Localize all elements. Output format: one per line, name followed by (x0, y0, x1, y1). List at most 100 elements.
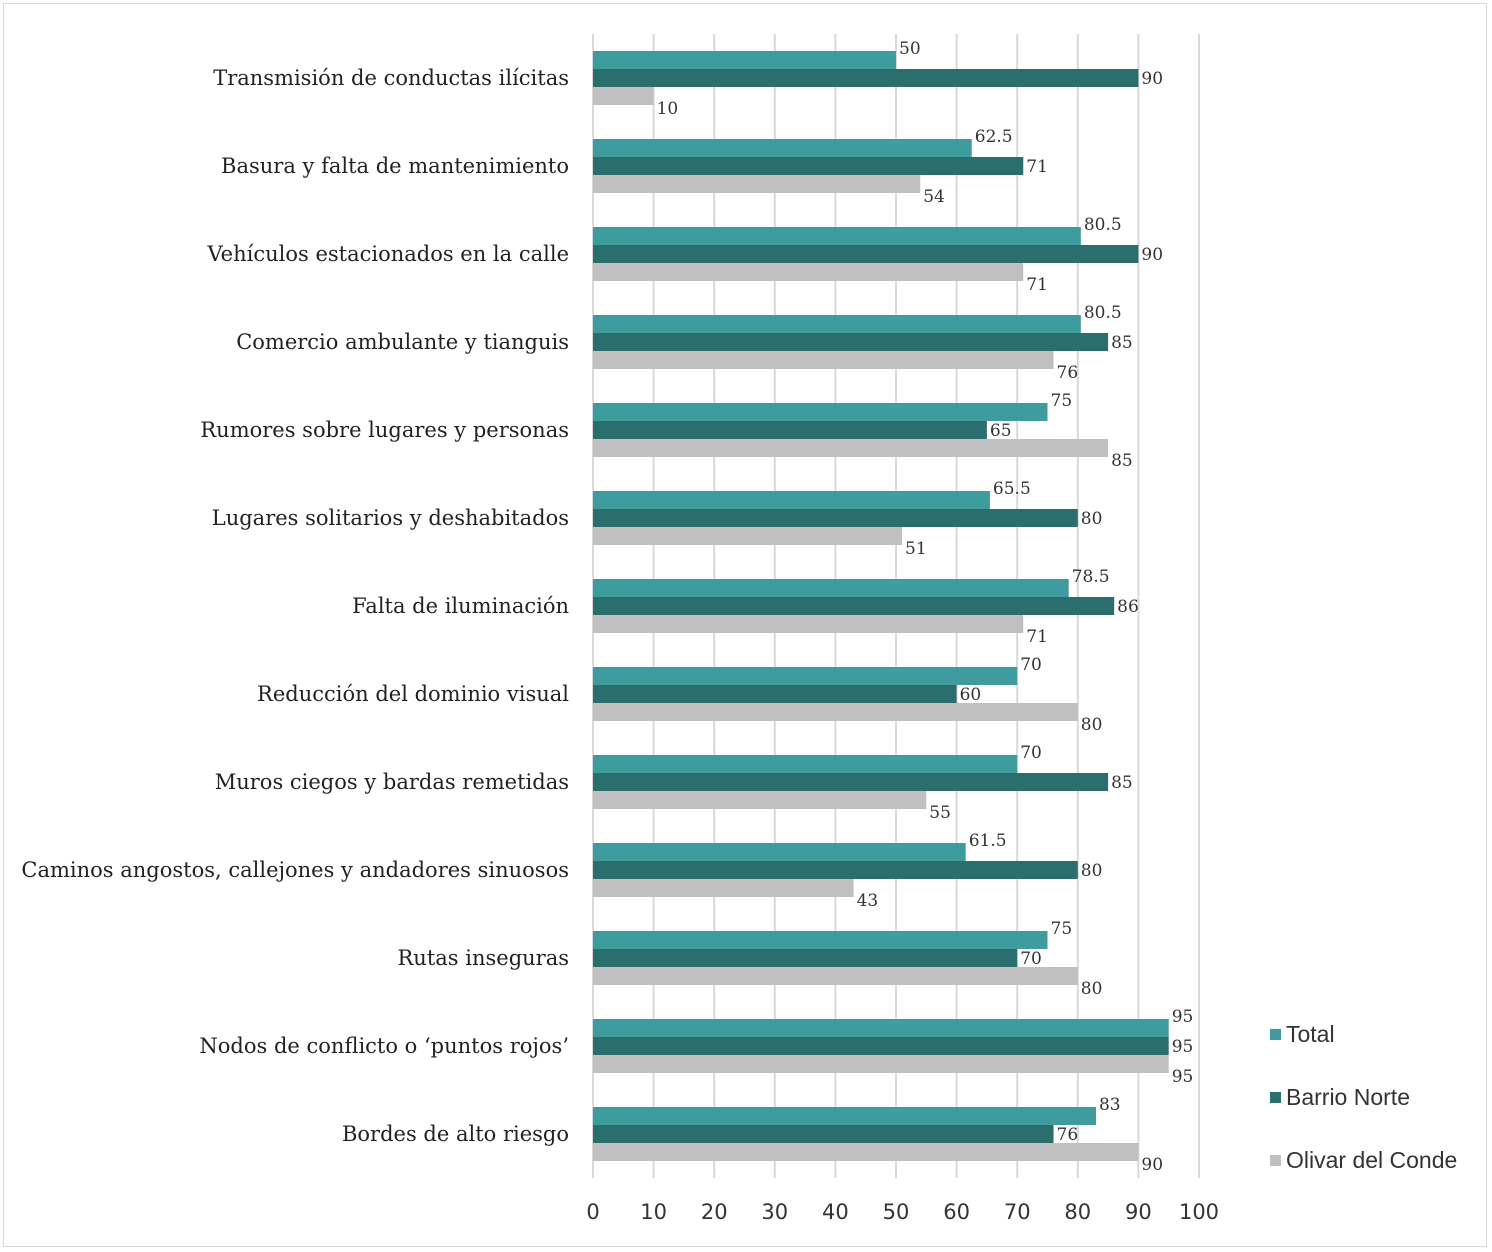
data-label: 80.5 (1084, 303, 1122, 323)
bar-barrio-norte (593, 1125, 1054, 1143)
data-label: 90 (1141, 245, 1163, 265)
data-label: 85 (1111, 773, 1133, 793)
data-label: 70 (1020, 655, 1042, 675)
data-label: 10 (657, 99, 679, 119)
bar-barrio-norte (593, 949, 1018, 967)
x-tick-label: 90 (1125, 1200, 1152, 1224)
x-tick-labels: 0 10 20 30 40 50 60 70 80 90 100 (586, 1200, 1219, 1224)
x-tick-label: 100 (1179, 1200, 1219, 1224)
legend: Total Barrio Norte Olivar del Conde (1270, 1021, 1457, 1173)
bar-olivar-del-conde (593, 615, 1024, 633)
data-label: 62.5 (975, 127, 1013, 147)
bar-olivar-del-conde (593, 1143, 1139, 1161)
category-label: Lugares solitarios y deshabitados (212, 506, 569, 530)
data-label: 78.5 (1072, 567, 1110, 587)
data-label: 54 (923, 187, 945, 207)
x-tick-label: 20 (701, 1200, 728, 1224)
data-label: 80 (1081, 861, 1103, 881)
data-label: 75 (1051, 391, 1073, 411)
bar-olivar-del-conde (593, 527, 903, 545)
bar-total (593, 579, 1069, 597)
bar-total (593, 139, 972, 157)
data-label: 60 (960, 685, 982, 705)
category-label: Basura y falta de mantenimiento (221, 154, 569, 178)
legend-swatch (1270, 1029, 1281, 1040)
data-label: 65.5 (993, 479, 1031, 499)
bar-olivar-del-conde (593, 87, 654, 105)
category-labels: Transmisión de conductas ilícitas Basura … (21, 66, 569, 1146)
bar-olivar-del-conde (593, 967, 1078, 985)
data-label: 76 (1057, 363, 1079, 383)
bar-barrio-norte (593, 157, 1024, 175)
data-label: 86 (1117, 597, 1139, 617)
data-label: 85 (1111, 333, 1133, 353)
data-label: 70 (1020, 743, 1042, 763)
data-label: 55 (929, 803, 951, 823)
bar-olivar-del-conde (593, 1055, 1169, 1073)
chart-frame (3, 3, 1487, 1247)
category-label: Reducción del dominio visual (257, 682, 569, 706)
bar-total (593, 843, 966, 861)
bar-total (593, 51, 896, 69)
bar-total (593, 315, 1081, 333)
x-tick-label: 40 (822, 1200, 849, 1224)
bar-olivar-del-conde (593, 439, 1109, 457)
x-tick-label: 60 (943, 1200, 970, 1224)
x-tick-label: 0 (586, 1200, 599, 1224)
bar-olivar-del-conde (593, 351, 1054, 369)
data-label: 80.5 (1084, 215, 1122, 235)
category-label: Bordes de alto riesgo (342, 1122, 569, 1146)
legend-swatch (1270, 1092, 1281, 1103)
data-label: 76 (1057, 1125, 1079, 1145)
bar-barrio-norte (593, 333, 1109, 351)
category-label: Vehículos estacionados en la calle (206, 242, 569, 266)
data-label: 80 (1081, 979, 1103, 999)
legend-label: Olivar del Conde (1286, 1147, 1457, 1173)
category-label: Caminos angostos, callejones y andadores… (21, 858, 569, 882)
x-tick-label: 80 (1064, 1200, 1091, 1224)
bar-total (593, 1107, 1096, 1125)
data-label: 71 (1026, 157, 1048, 177)
data-label: 43 (857, 891, 879, 911)
bar-total (593, 1019, 1169, 1037)
data-label: 71 (1026, 275, 1048, 295)
bar-olivar-del-conde (593, 791, 927, 809)
bar-total (593, 667, 1018, 685)
bar-barrio-norte (593, 509, 1078, 527)
data-label: 51 (905, 539, 927, 559)
bar-olivar-del-conde (593, 703, 1078, 721)
category-label: Rumores sobre lugares y personas (200, 418, 569, 442)
category-label: Muros ciegos y bardas remetidas (215, 770, 569, 794)
legend-swatch (1270, 1155, 1281, 1166)
x-tick-label: 50 (883, 1200, 910, 1224)
x-tick-label: 70 (1004, 1200, 1031, 1224)
category-label: Nodos de conflicto o ‘puntos rojos’ (199, 1034, 569, 1058)
bar-barrio-norte (593, 1037, 1169, 1055)
x-tick-label: 10 (640, 1200, 667, 1224)
bar-olivar-del-conde (593, 879, 854, 897)
bar-total (593, 227, 1081, 245)
data-label: 83 (1099, 1095, 1121, 1115)
legend-label: Barrio Norte (1286, 1084, 1410, 1110)
bars: 50 90 10 62.5 71 54 80.5 90 71 80.5 85 76 75 65 85 65.5… (593, 39, 1193, 1175)
category-label: Falta de iluminación (352, 594, 569, 618)
bar-barrio-norte (593, 421, 987, 439)
bar-barrio-norte (593, 861, 1078, 879)
bar-total (593, 403, 1048, 421)
data-label: 95 (1172, 1037, 1194, 1057)
data-label: 90 (1141, 69, 1163, 89)
data-label: 71 (1026, 627, 1048, 647)
bar-total (593, 755, 1018, 773)
data-label: 95 (1172, 1007, 1194, 1027)
data-label: 80 (1081, 509, 1103, 529)
data-label: 65 (990, 421, 1012, 441)
data-label: 85 (1111, 451, 1133, 471)
legend-label: Total (1286, 1021, 1335, 1047)
category-label: Comercio ambulante y tianguis (236, 330, 569, 354)
data-label: 50 (899, 39, 921, 59)
data-label: 80 (1081, 715, 1103, 735)
bar-barrio-norte (593, 597, 1115, 615)
bar-barrio-norte (593, 685, 957, 703)
bar-barrio-norte (593, 245, 1139, 263)
